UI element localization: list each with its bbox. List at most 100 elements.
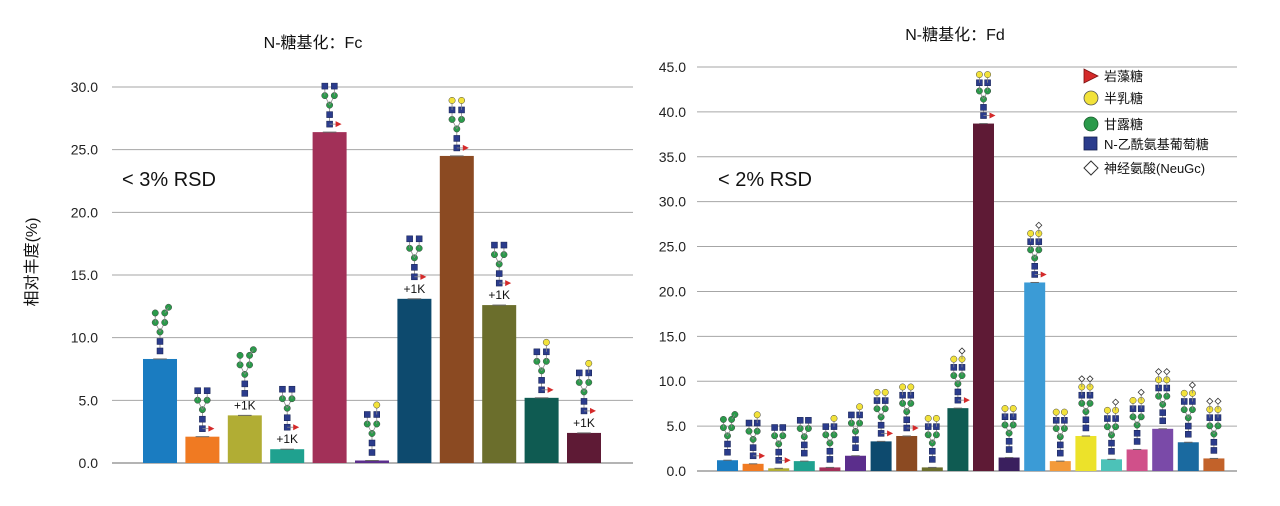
glcnac-icon	[1159, 417, 1166, 425]
bar	[768, 468, 790, 471]
glcnac-icon	[288, 385, 296, 393]
glycan-structure-icon	[1078, 375, 1094, 432]
neugc-icon	[1214, 397, 1222, 405]
bar	[482, 305, 517, 463]
glycan-structure-icon	[873, 388, 894, 437]
y-tick-label: 10.0	[71, 330, 98, 346]
glcnac-icon	[929, 456, 936, 463]
fucose-icon	[989, 112, 996, 119]
glcnac-icon	[1210, 438, 1218, 446]
glcnac-icon	[775, 448, 782, 456]
fucose-icon	[784, 457, 791, 464]
glcnac-icon	[500, 241, 508, 249]
galactose-icon	[1180, 389, 1188, 397]
galactose-icon	[856, 403, 864, 411]
bar	[185, 436, 220, 463]
bar	[1075, 435, 1097, 471]
y-tick-label: 45.0	[659, 59, 686, 75]
glcnac-icon	[749, 444, 757, 451]
glycan-structure-icon	[279, 385, 300, 431]
bar	[227, 415, 262, 463]
bar	[1024, 282, 1046, 471]
glycan-structure-icon	[406, 235, 427, 281]
galactose-icon	[950, 355, 958, 363]
glcnac-icon	[156, 347, 164, 355]
glcnac-icon	[1082, 416, 1090, 424]
glcnac-icon	[1082, 424, 1090, 432]
fd-chart: N-糖基化：Fd < 2% RSD 0.0 5.0 10.0 15.0 20.0 25.0…	[659, 26, 1237, 479]
fucose-icon	[420, 273, 427, 280]
fucose-legend-icon	[1083, 68, 1099, 84]
glcnac-icon	[852, 444, 859, 451]
glcnac-icon	[771, 424, 778, 431]
legend-mannose-label: 甘露糖	[1104, 117, 1143, 132]
fc-chart-title: N-糖基化：Fc	[264, 34, 363, 52]
glcnac-icon	[1005, 438, 1013, 445]
galactose-icon	[585, 359, 593, 367]
bar	[1101, 459, 1122, 471]
bar	[439, 155, 474, 463]
y-axis-label: 相对丰度(%)	[23, 218, 41, 307]
galactose-icon	[373, 401, 381, 409]
glcnac-icon	[801, 449, 808, 457]
bar	[717, 460, 738, 471]
galactose-icon	[542, 338, 550, 346]
glycan-structure-icon	[575, 359, 596, 415]
bar	[1177, 442, 1199, 471]
glcnac-icon	[326, 111, 333, 118]
fd-chart-title: N-糖基化：Fd	[905, 26, 1005, 44]
galactose-icon	[830, 414, 838, 422]
y-tick-label: 15.0	[71, 267, 98, 283]
galactose-icon	[753, 411, 761, 419]
glcnac-icon	[877, 421, 885, 429]
bar	[742, 463, 764, 471]
glcnac-icon	[724, 440, 731, 448]
y-tick-label: 10.0	[659, 373, 686, 389]
plus-1k-annotation: +1K	[234, 398, 256, 412]
glcnac-icon	[954, 388, 962, 396]
bar	[819, 467, 841, 471]
galactose-legend-icon	[1083, 90, 1099, 106]
neugc-icon	[1206, 397, 1214, 405]
glcnac-icon	[415, 235, 423, 243]
galactose-icon	[932, 414, 940, 422]
glycan-structure-icon	[491, 241, 512, 287]
fucose-icon	[335, 121, 342, 128]
galactose-icon	[975, 71, 983, 79]
galactose-icon	[873, 388, 881, 396]
plus-1k-annotation: +1K	[573, 416, 595, 430]
neugc-icon	[1078, 375, 1086, 383]
legend-glcnac-label: N-乙酰氨基葡萄糖	[1104, 137, 1209, 152]
bar	[1126, 449, 1148, 471]
bar	[567, 432, 601, 463]
fucose-icon	[547, 386, 554, 393]
glcnac-icon	[199, 415, 206, 423]
glcnac-icon	[801, 441, 808, 449]
bar	[793, 461, 815, 471]
galactose-icon	[1103, 406, 1111, 414]
glcnac-icon	[1057, 441, 1064, 449]
glycan-structure-icon	[924, 414, 940, 463]
bar	[973, 123, 994, 471]
glcnac-icon	[826, 447, 834, 455]
glcnac-icon	[779, 424, 787, 431]
y-tick-label: 20.0	[659, 283, 686, 299]
bar	[1049, 461, 1071, 471]
neugc-icon	[1188, 381, 1196, 389]
glycan-structure-icon	[151, 303, 173, 355]
fucose-icon	[208, 425, 215, 432]
glcnac-icon	[822, 423, 830, 430]
y-tick-label: 30.0	[659, 194, 686, 210]
glcnac-icon	[745, 419, 753, 427]
mannose-icon	[719, 415, 727, 423]
glcnac-icon	[929, 447, 936, 455]
neugc-icon	[1137, 388, 1145, 396]
galactose-icon	[1001, 405, 1009, 412]
fd-rsd-note: < 2% RSD	[718, 169, 812, 191]
galactose-icon	[1027, 230, 1035, 237]
galactose-icon	[1052, 408, 1060, 416]
bar	[998, 457, 1020, 471]
glycan-structure-icon	[771, 424, 791, 464]
glycan-structure-icon	[448, 96, 469, 152]
